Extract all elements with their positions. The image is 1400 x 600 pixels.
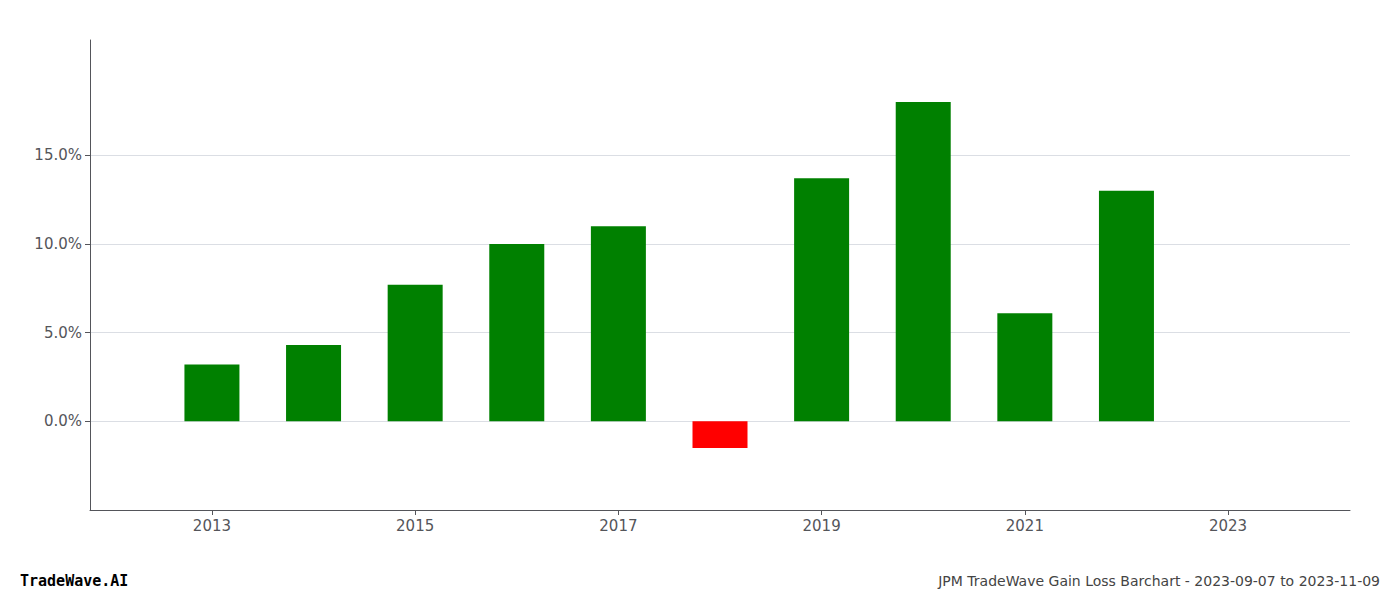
svg-text:5.0%: 5.0%	[44, 324, 82, 342]
svg-text:0.0%: 0.0%	[44, 412, 82, 430]
svg-text:2019: 2019	[803, 517, 841, 535]
svg-text:2021: 2021	[1006, 517, 1044, 535]
svg-text:2017: 2017	[599, 517, 637, 535]
svg-text:10.0%: 10.0%	[34, 235, 82, 253]
svg-text:TradeWave.AI: TradeWave.AI	[20, 572, 128, 590]
svg-text:JPM TradeWave Gain Loss Barcha: JPM TradeWave Gain Loss Barchart - 2023-…	[937, 573, 1380, 589]
svg-text:2015: 2015	[396, 517, 434, 535]
svg-text:15.0%: 15.0%	[34, 146, 82, 164]
svg-text:2013: 2013	[193, 517, 231, 535]
svg-text:2023: 2023	[1209, 517, 1247, 535]
